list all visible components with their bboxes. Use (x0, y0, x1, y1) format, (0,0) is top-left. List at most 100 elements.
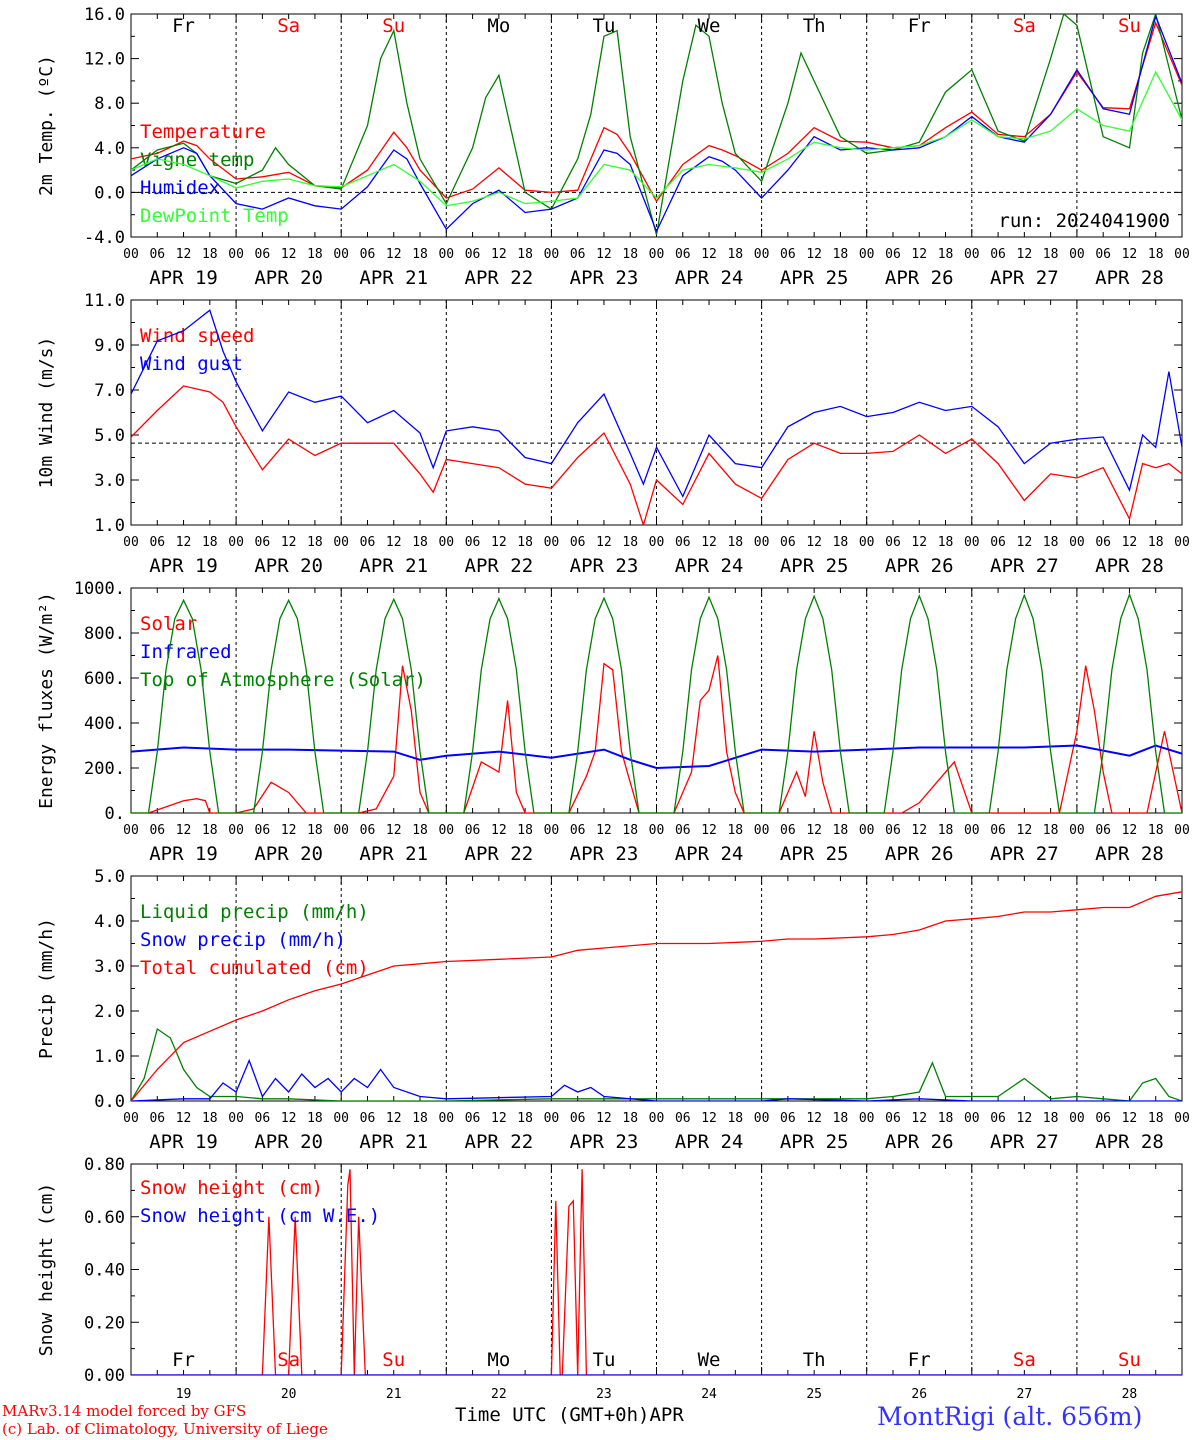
hour-tick-label: 06 (675, 535, 691, 550)
day-number-label: 27 (1017, 1387, 1033, 1402)
date-label: APR 21 (359, 555, 428, 577)
hour-tick-label: 00 (1174, 1111, 1190, 1126)
weekday-label-bottom: Su (1118, 1349, 1141, 1371)
date-label: APR 24 (675, 843, 744, 865)
hour-tick-label: 00 (438, 247, 454, 262)
weekday-label-bottom: We (698, 1349, 721, 1371)
legend-entry: Liquid precip (mm/h) (140, 901, 369, 923)
hour-tick-label: 06 (149, 823, 165, 838)
hour-tick-label: 00 (964, 247, 980, 262)
hour-tick-label: 00 (123, 1111, 139, 1126)
day-number-label: 19 (176, 1387, 192, 1402)
hour-tick-label: 18 (307, 247, 323, 262)
weekday-label-bottom: Fr (908, 1349, 931, 1371)
y-tick-label: 1.0 (94, 1047, 125, 1067)
y-tick-label: 0. (105, 804, 125, 824)
hour-tick-label: 06 (360, 1111, 376, 1126)
hour-tick-label: 12 (596, 823, 612, 838)
y-tick-label: 7.0 (94, 381, 125, 401)
legend-entry: Wind speed (140, 325, 254, 347)
weekday-label-top: Su (382, 15, 405, 37)
hour-tick-label: 06 (990, 1111, 1006, 1126)
y-tick-label: 600. (84, 669, 125, 689)
date-label: APR 23 (570, 843, 639, 865)
hour-tick-label: 12 (911, 1111, 927, 1126)
y-tick-label: 5.0 (94, 426, 125, 446)
hour-tick-label: 00 (438, 823, 454, 838)
hour-tick-label: 00 (859, 535, 875, 550)
hour-tick-label: 06 (885, 823, 901, 838)
hour-tick-label: 18 (517, 823, 533, 838)
date-label: APR 26 (885, 843, 954, 865)
hour-tick-label: 00 (649, 823, 665, 838)
series-line-snow-precip-mm-h- (131, 1058, 1182, 1101)
day-number-label: 21 (386, 1387, 402, 1402)
hour-tick-label: 00 (438, 1111, 454, 1126)
series-line-liquid-precip-mm-h- (131, 1027, 1182, 1101)
hour-tick-label: 06 (885, 247, 901, 262)
hour-tick-label: 18 (202, 1111, 218, 1126)
hour-tick-label: 18 (307, 535, 323, 550)
panel-2-frame (130, 299, 1183, 526)
day-number-label: 22 (491, 1387, 507, 1402)
hour-tick-label: 00 (333, 823, 349, 838)
legend-entry: Snow height (cm W.E.) (140, 1205, 380, 1227)
date-label: APR 26 (885, 1131, 954, 1153)
hour-tick-label: 06 (1095, 1111, 1111, 1126)
date-label: APR 28 (1095, 843, 1164, 865)
hour-tick-label: 00 (228, 247, 244, 262)
hour-tick-label: 00 (964, 1111, 980, 1126)
day-number-label: 20 (281, 1387, 297, 1402)
hour-tick-label: 18 (938, 823, 954, 838)
y-tick-label: 3.0 (94, 471, 125, 491)
hour-tick-label: 18 (412, 1111, 428, 1126)
y-tick-label: 400. (84, 714, 125, 734)
weekday-label-bottom: Sa (1013, 1349, 1036, 1371)
hour-tick-label: 12 (596, 1111, 612, 1126)
day-number-label: 24 (701, 1387, 717, 1402)
date-label: APR 19 (149, 1131, 218, 1153)
y-tick-label: 0.00 (84, 1366, 125, 1386)
y-tick-label: 2.0 (94, 1002, 125, 1022)
legend-entry: Temperature (140, 121, 266, 143)
hour-tick-label: 06 (780, 1111, 796, 1126)
hour-tick-label: 12 (176, 823, 192, 838)
hour-tick-label: 00 (228, 535, 244, 550)
hour-tick-label: 18 (1148, 1111, 1164, 1126)
panel-3-frame (130, 587, 1183, 814)
hour-tick-label: 00 (964, 823, 980, 838)
weekday-label-top: Tu (593, 15, 616, 37)
hour-tick-label: 06 (360, 247, 376, 262)
series-line-temperature (131, 20, 1182, 203)
hour-tick-label: 00 (964, 535, 980, 550)
hour-tick-label: 18 (727, 1111, 743, 1126)
hour-tick-label: 06 (990, 535, 1006, 550)
y-tick-label: 1000. (74, 579, 125, 599)
date-label: APR 22 (465, 267, 534, 289)
date-label: APR 21 (359, 843, 428, 865)
hour-tick-label: 18 (833, 535, 849, 550)
hour-tick-label: 00 (123, 823, 139, 838)
hour-tick-label: 18 (202, 823, 218, 838)
hour-tick-label: 06 (149, 535, 165, 550)
hour-tick-label: 06 (990, 247, 1006, 262)
weekday-label-top: Mo (487, 15, 510, 37)
hour-tick-label: 18 (412, 247, 428, 262)
date-label: APR 22 (465, 555, 534, 577)
hour-tick-label: 00 (649, 535, 665, 550)
y-tick-label: 8.0 (94, 94, 125, 114)
hour-tick-label: 18 (622, 247, 638, 262)
hour-tick-label: 12 (386, 1111, 402, 1126)
hour-tick-label: 18 (727, 535, 743, 550)
hour-tick-label: 06 (675, 823, 691, 838)
hour-tick-label: 06 (1095, 823, 1111, 838)
y-tick-label: 800. (84, 624, 125, 644)
hour-tick-label: 06 (780, 247, 796, 262)
hour-tick-label: 18 (517, 535, 533, 550)
hour-tick-label: 12 (701, 1111, 717, 1126)
y-tick-label: 0.0 (94, 1092, 125, 1112)
hour-tick-label: 12 (176, 247, 192, 262)
weekday-label-bottom: Mo (487, 1349, 510, 1371)
hour-tick-label: 18 (1148, 823, 1164, 838)
